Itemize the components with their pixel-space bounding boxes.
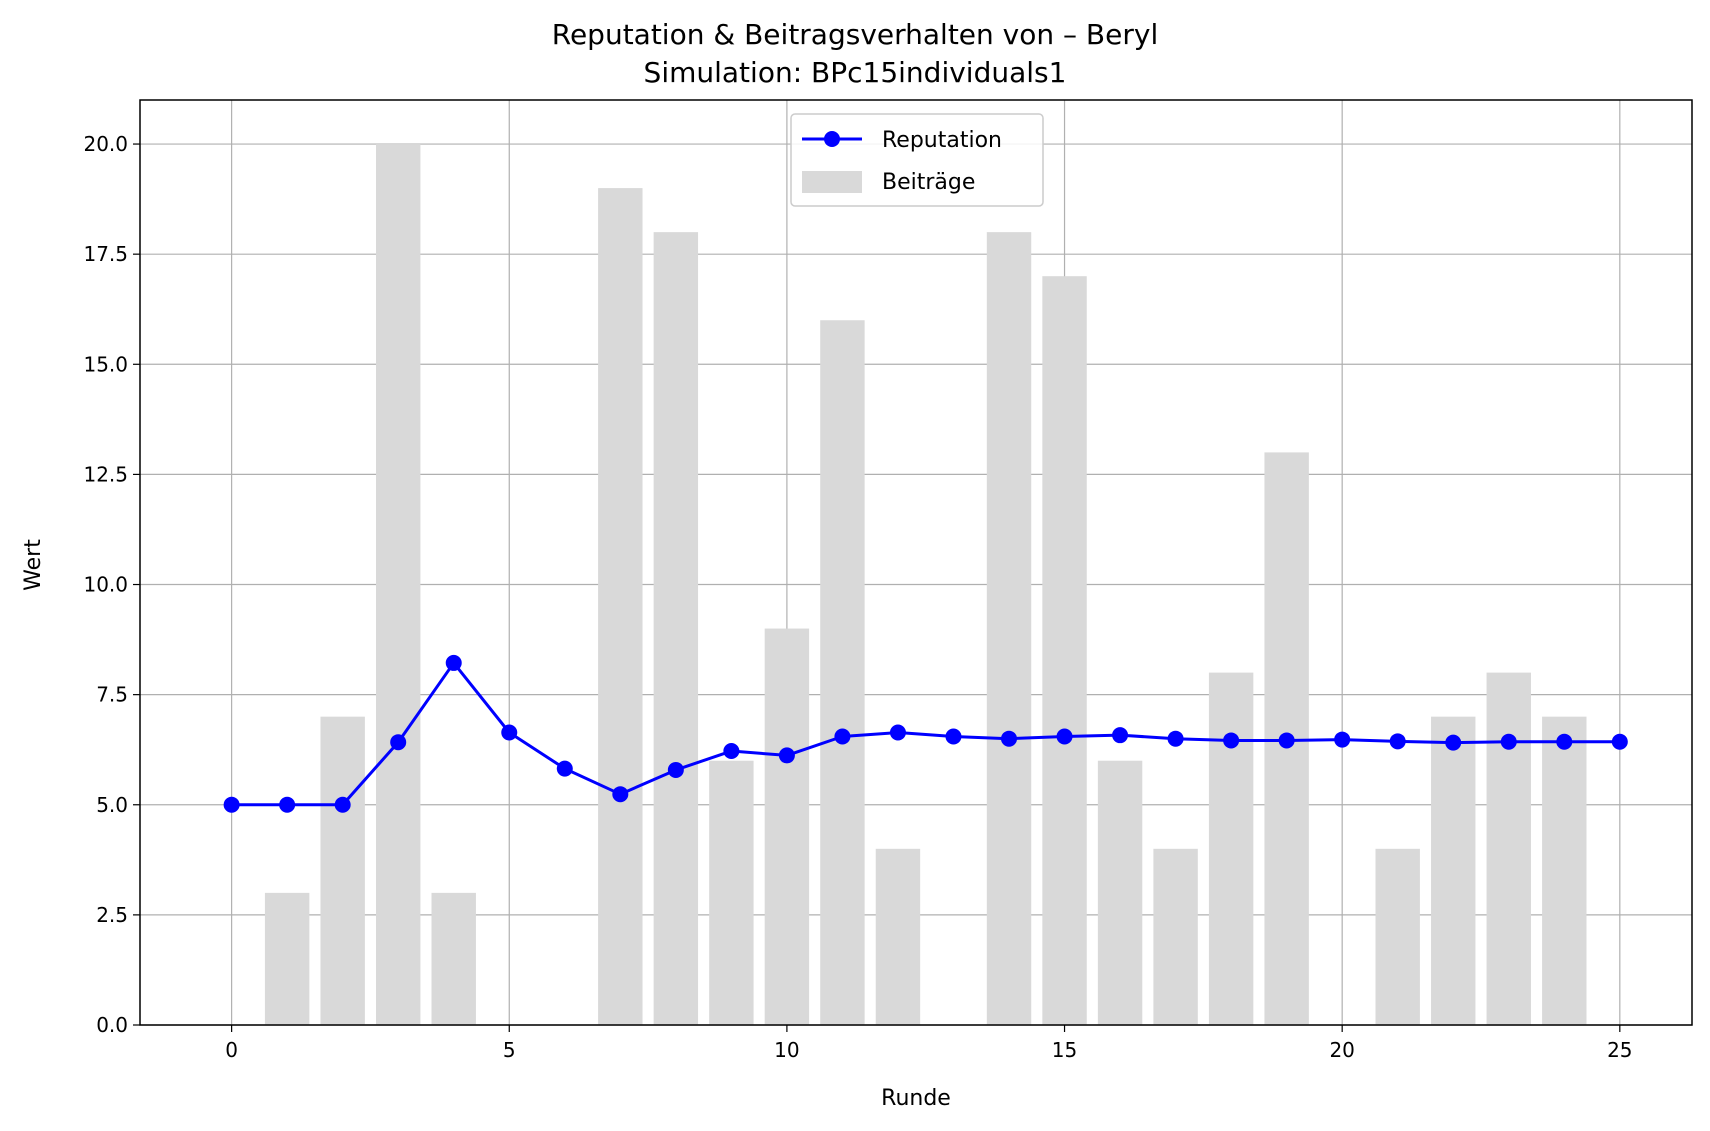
- chart-title: Reputation & Beitragsverhalten von – Ber…: [552, 18, 1158, 51]
- bar-beitrag: [1431, 716, 1476, 1025]
- legend-marker-swatch: [824, 131, 840, 147]
- reputation-point: [1223, 732, 1240, 749]
- bar-beitrag: [1153, 848, 1198, 1025]
- bar-beitrag: [1486, 672, 1531, 1025]
- bar-beitrag: [264, 892, 310, 1025]
- bar-beitrag: [764, 628, 810, 1025]
- bar-series: [264, 144, 1587, 1026]
- bar-beitrag: [1208, 672, 1254, 1025]
- reputation-point: [1112, 727, 1129, 744]
- line-series: [223, 654, 1628, 813]
- reputation-point: [223, 796, 240, 813]
- reputation-point: [612, 786, 629, 803]
- reputation-point: [334, 796, 351, 813]
- reputation-point: [945, 728, 962, 745]
- x-tick-label: 20: [1329, 1038, 1354, 1062]
- x-tick-label: 5: [503, 1038, 516, 1062]
- bar-beitrag: [1042, 276, 1087, 1025]
- reputation-point: [1334, 731, 1351, 748]
- reputation-point: [1278, 732, 1295, 749]
- reputation-point: [1167, 730, 1184, 747]
- bar-beitrag: [1375, 848, 1420, 1025]
- legend-label-reputation: Reputation: [882, 128, 1002, 153]
- chart-subtitle: Simulation: BPc15individuals1: [644, 56, 1067, 89]
- y-tick-label: 0.0: [96, 1013, 128, 1037]
- bar-beitrag: [709, 760, 754, 1025]
- bar-beitrag: [1097, 760, 1143, 1025]
- y-tick-label: 20.0: [83, 132, 128, 156]
- bar-beitrag: [875, 848, 921, 1025]
- bar-beitrag: [598, 188, 643, 1026]
- reputation-point: [778, 747, 795, 764]
- x-tick-label: 10: [774, 1038, 799, 1062]
- reputation-point: [834, 728, 851, 745]
- bar-beitrag: [986, 232, 1032, 1026]
- reputation-point: [501, 724, 518, 741]
- reputation-point: [1611, 733, 1628, 750]
- bar-beitrag: [653, 232, 699, 1026]
- reputation-point: [1056, 728, 1073, 745]
- x-axis-label: Runde: [881, 1086, 951, 1111]
- reputation-point: [667, 761, 684, 778]
- y-axis-label: Wert: [21, 539, 46, 591]
- y-tick-label: 17.5: [83, 242, 128, 266]
- y-tick-label: 10.0: [83, 573, 128, 597]
- reputation-point: [1001, 730, 1018, 747]
- legend-bar-swatch: [802, 171, 862, 193]
- legend-label-beitraege: Beiträge: [882, 170, 975, 195]
- bar-beitrag: [375, 144, 421, 1026]
- legend: Reputation Beiträge: [790, 113, 1044, 207]
- bar-beitrag: [820, 320, 865, 1025]
- reputation-point: [1445, 734, 1462, 751]
- y-tick-label: 2.5: [96, 903, 128, 927]
- reputation-point: [390, 734, 407, 751]
- y-tick-label: 15.0: [83, 352, 128, 376]
- reputation-point: [1389, 733, 1406, 750]
- reputation-line: [231, 661, 1620, 807]
- reputation-point: [1556, 733, 1573, 750]
- x-tick-label: 25: [1607, 1038, 1632, 1062]
- y-tick-label: 5.0: [96, 793, 128, 817]
- reputation-point: [723, 743, 740, 760]
- reputation-point: [889, 724, 906, 741]
- reputation-point: [556, 760, 573, 777]
- y-tick-label: 7.5: [96, 683, 128, 707]
- y-tick-label: 12.5: [83, 462, 128, 486]
- reputation-point: [445, 654, 462, 671]
- x-tick-label: 15: [1052, 1038, 1077, 1062]
- axis-ticks: 0 5 10 15 20 25 0.0 2.5 5.0 7.5 10.0 12.5 15.0 17.5 20…: [83, 132, 1632, 1062]
- bar-beitrag: [1542, 716, 1587, 1025]
- reputation-point: [279, 796, 296, 813]
- bar-beitrag: [431, 892, 476, 1025]
- bar-beitrag: [320, 716, 365, 1025]
- x-tick-label: 0: [225, 1038, 238, 1062]
- reputation-point: [1500, 733, 1517, 750]
- plot-frame: [139, 99, 1693, 1026]
